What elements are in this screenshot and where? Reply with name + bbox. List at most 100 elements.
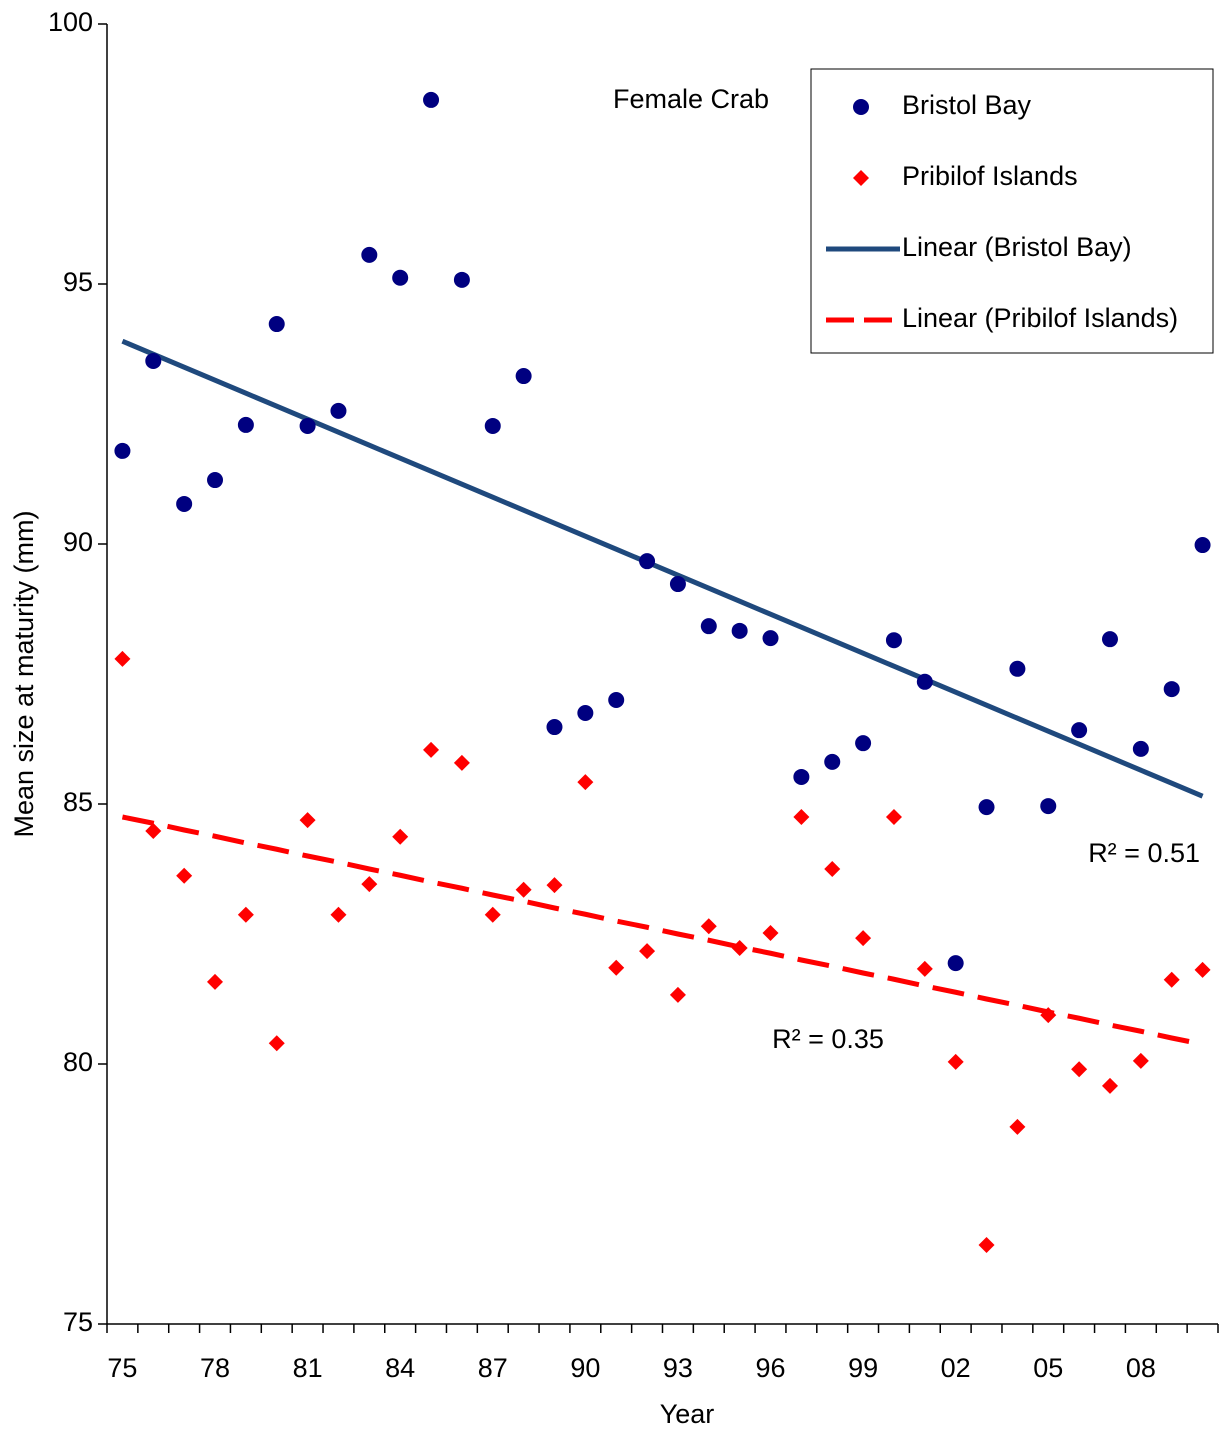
data-point xyxy=(1071,1061,1088,1078)
data-point xyxy=(176,867,193,884)
legend-swatch xyxy=(853,99,869,115)
data-point xyxy=(515,368,532,385)
data-point xyxy=(700,618,717,635)
x-tick-label: 75 xyxy=(107,1353,137,1383)
legend-label: Bristol Bay xyxy=(902,90,1032,120)
data-point xyxy=(1194,537,1211,554)
data-point xyxy=(608,959,625,976)
x-tick-label: 87 xyxy=(478,1353,508,1383)
legend-box xyxy=(810,68,1214,354)
x-tick-label: 78 xyxy=(200,1353,230,1383)
trend-line xyxy=(121,814,1204,1047)
data-point xyxy=(978,1236,995,1253)
x-tick-label: 05 xyxy=(1033,1353,1063,1383)
data-point xyxy=(515,881,532,898)
data-point xyxy=(793,768,810,785)
data-point xyxy=(577,774,594,791)
data-point xyxy=(453,271,470,288)
data-point xyxy=(423,741,440,758)
data-point xyxy=(1009,660,1026,677)
data-point xyxy=(639,943,656,960)
data-point xyxy=(453,754,470,771)
data-point xyxy=(762,924,779,941)
data-point xyxy=(330,906,347,923)
data-point xyxy=(669,576,686,593)
legend-label: Linear (Pribilof Islands) xyxy=(902,303,1178,333)
legend-label: Linear (Bristol Bay) xyxy=(902,232,1132,262)
trend-line xyxy=(121,338,1204,799)
data-point xyxy=(639,553,656,570)
data-point xyxy=(361,876,378,893)
data-point xyxy=(1132,1052,1149,1069)
x-tick-label: 93 xyxy=(663,1353,693,1383)
data-point xyxy=(885,809,902,825)
data-point xyxy=(916,960,933,977)
data-point xyxy=(1040,1007,1057,1024)
x-tick-label: 81 xyxy=(293,1353,323,1383)
data-point xyxy=(1194,961,1211,978)
data-point xyxy=(392,828,409,845)
data-point xyxy=(299,812,316,829)
y-tick-label: 85 xyxy=(63,787,93,817)
data-point xyxy=(947,955,964,972)
y-tick-label: 95 xyxy=(63,267,93,297)
data-point xyxy=(237,906,254,923)
data-point xyxy=(978,799,995,816)
y-tick-label: 80 xyxy=(63,1047,93,1077)
data-point xyxy=(392,269,409,286)
y-axis-label: Mean size at maturity (mm) xyxy=(9,510,39,837)
data-point xyxy=(700,918,717,935)
data-point xyxy=(299,417,316,434)
data-point xyxy=(176,495,193,512)
data-point xyxy=(484,417,501,434)
data-point xyxy=(145,352,162,369)
data-point xyxy=(330,402,347,419)
x-tick-label: 99 xyxy=(848,1353,878,1383)
y-tick-label: 75 xyxy=(63,1307,93,1337)
data-point xyxy=(577,705,594,721)
data-point xyxy=(1071,722,1088,739)
data-point xyxy=(762,630,779,647)
data-point xyxy=(114,442,131,459)
data-point xyxy=(916,673,933,690)
data-point xyxy=(268,1035,285,1052)
legend-swatch xyxy=(853,170,869,186)
data-point xyxy=(145,823,162,840)
data-point xyxy=(423,91,440,108)
annotation: R² = 0.35 xyxy=(772,1024,884,1054)
data-point xyxy=(1101,1077,1118,1094)
data-point xyxy=(546,719,563,736)
x-axis-label: Year xyxy=(660,1399,715,1429)
legend-label: Pribilof Islands xyxy=(902,161,1078,191)
data-point xyxy=(1101,631,1118,648)
data-point xyxy=(237,416,254,433)
annotation: Female Crab xyxy=(613,84,769,114)
data-point xyxy=(824,753,841,770)
x-tick-label: 90 xyxy=(570,1353,600,1383)
data-point xyxy=(608,692,625,708)
data-point xyxy=(546,877,563,894)
annotation: R² = 0.51 xyxy=(1088,838,1200,868)
x-tick-label: 08 xyxy=(1126,1353,1156,1383)
data-point xyxy=(1040,798,1057,815)
data-point xyxy=(669,986,686,1003)
data-point xyxy=(1163,681,1180,698)
x-tick-label: 84 xyxy=(385,1353,415,1383)
data-point xyxy=(731,940,748,957)
data-point xyxy=(1132,740,1149,757)
data-point xyxy=(824,861,841,877)
data-point xyxy=(731,622,748,639)
data-point xyxy=(885,632,902,649)
data-point xyxy=(1009,1118,1026,1135)
x-tick-label: 02 xyxy=(941,1353,971,1383)
data-point xyxy=(207,472,224,489)
data-point xyxy=(855,735,872,752)
data-point xyxy=(855,930,872,947)
x-tick-label: 96 xyxy=(755,1353,785,1383)
data-point xyxy=(484,906,501,923)
data-point xyxy=(1163,971,1180,988)
data-point xyxy=(947,1053,964,1070)
data-point xyxy=(207,973,224,990)
y-tick-label: 100 xyxy=(48,7,93,37)
